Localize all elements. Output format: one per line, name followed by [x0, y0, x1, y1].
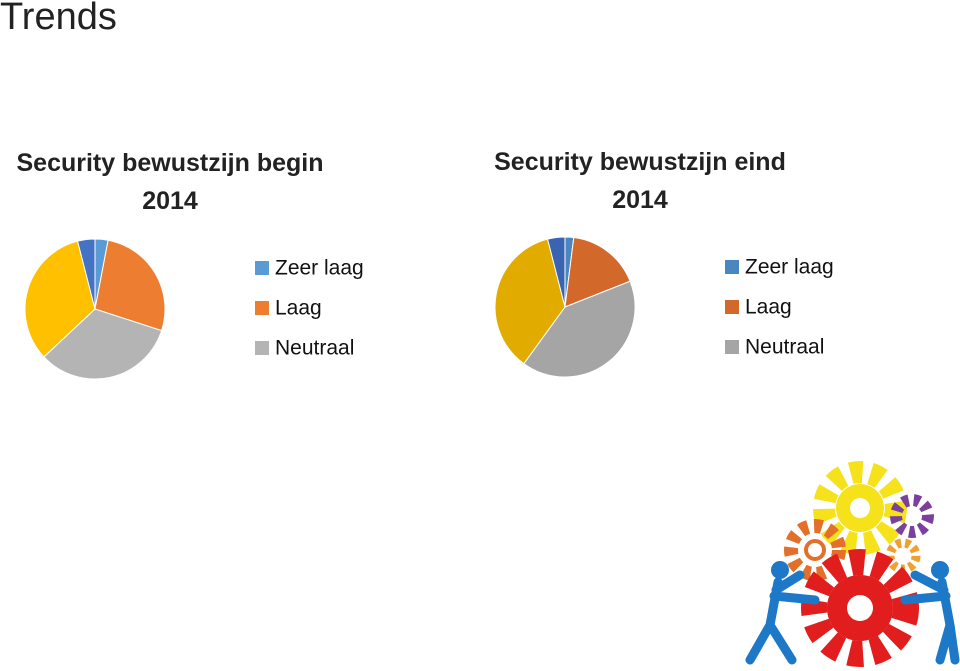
- legend-swatch: [255, 301, 269, 315]
- legend-label: Neutraal: [745, 336, 824, 359]
- legend-swatch: [255, 261, 269, 275]
- legend-swatch: [725, 260, 739, 274]
- gears-illustration: [745, 461, 960, 667]
- pie-slice: [564, 236, 631, 308]
- pie-slice: [24, 240, 96, 358]
- chart-title: Security bewustzijn begin 2014: [16, 149, 324, 215]
- pie-slice: [494, 238, 566, 365]
- legend-swatch: [725, 340, 739, 354]
- pie-slice: [94, 239, 166, 332]
- pie-slice: [43, 308, 163, 380]
- page-title: Trends: [0, 0, 117, 38]
- legend-label: Zeer laag: [745, 256, 834, 279]
- chart-title: Security bewustzijn eind 2014: [494, 148, 786, 214]
- pie-slice: [546, 236, 566, 308]
- legend-label: Laag: [745, 296, 792, 319]
- pie-slice: [523, 280, 636, 378]
- legend-label: Laag: [275, 297, 322, 320]
- legend-label: Zeer laag: [275, 257, 364, 280]
- legend-swatch: [255, 341, 269, 355]
- pie-slice: [76, 238, 96, 310]
- legend-label: Neutraal: [275, 337, 354, 360]
- legend-swatch: [725, 300, 739, 314]
